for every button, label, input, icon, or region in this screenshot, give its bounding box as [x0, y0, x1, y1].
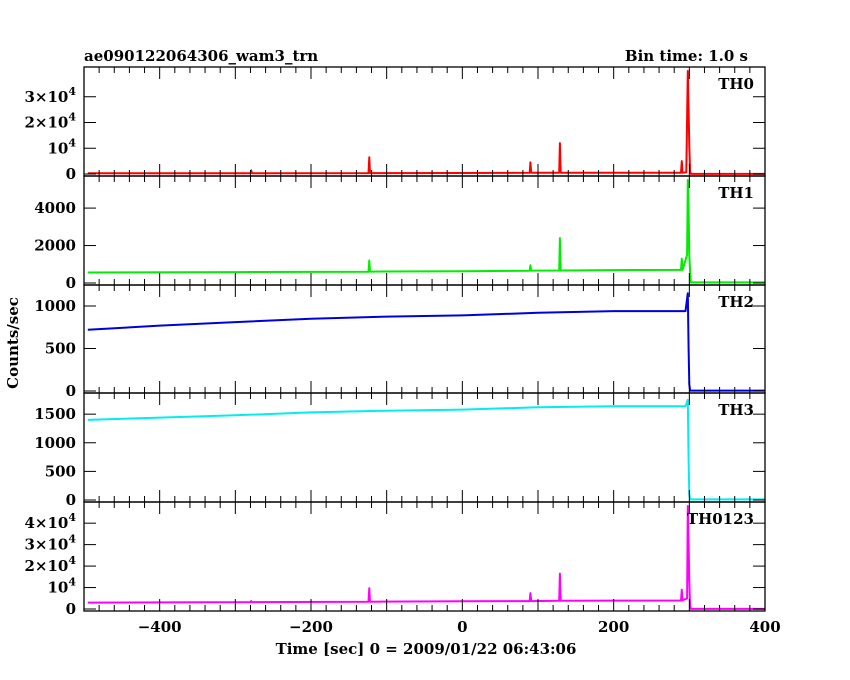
y-tick-label: 0 [66, 165, 76, 183]
panel-label: TH0123 [687, 510, 754, 528]
panel-th2: 0 500 1000 TH2 [34, 284, 766, 400]
x-tick-label: 0 [457, 618, 467, 636]
x-tick-label: 200 [598, 618, 629, 636]
y-tick-label: 2×104 [24, 111, 76, 132]
y-tick-label-exponent: 4 [68, 533, 76, 546]
series-line-th2 [87, 292, 765, 392]
y-tick-label: 3×104 [24, 85, 76, 106]
y-tick-label: 1000 [34, 297, 76, 315]
series-line-th1 [87, 179, 765, 284]
panel-label: TH2 [718, 293, 754, 311]
series-line-th3 [87, 398, 765, 501]
y-tick-label-exponent: 4 [68, 554, 76, 567]
y-tick-label-exponent: 4 [68, 136, 76, 149]
y-tick-label: 2×104 [24, 554, 76, 575]
y-tick-label: 500 [45, 462, 76, 480]
panel-frame [83, 175, 766, 286]
panel-label: TH1 [718, 184, 754, 202]
x-tick-label: 400 [749, 618, 780, 636]
x-tick-label: −200 [289, 618, 333, 636]
y-tick-label: 1000 [34, 434, 76, 452]
panel-frame [83, 501, 766, 612]
series-line-th0123 [87, 505, 765, 610]
panel-frame [83, 66, 766, 177]
y-tick-label: 0 [66, 600, 76, 618]
y-tick-label: 1500 [34, 405, 76, 423]
y-tick-label: 4×104 [24, 511, 76, 532]
y-tick-label: 500 [45, 340, 76, 358]
y-tick-label: 2000 [34, 237, 76, 255]
x-axis-label: Time [sec] 0 = 2009/01/22 06:43:06 [276, 640, 577, 658]
y-tick-label-exponent: 4 [68, 511, 76, 524]
panel-th3: 0 500 1000 1500 TH3 [34, 392, 766, 509]
series-line-th0 [87, 70, 765, 175]
x-tick-label: −400 [138, 618, 182, 636]
y-tick-label: 104 [47, 576, 76, 597]
panel-th0: 0 104 2×104 3×104 TH0 [24, 66, 766, 183]
y-tick-label: 4000 [34, 199, 76, 217]
y-tick-label-exponent: 4 [68, 85, 76, 98]
y-tick-label: 104 [47, 136, 76, 157]
chart-title: ae090122064306_wam3_trn [84, 47, 318, 65]
bin-time-label: Bin time: 1.0 s [625, 47, 748, 65]
y-tick-label: 3×104 [24, 533, 76, 554]
panel-th1: 0 2000 4000 TH1 [34, 175, 766, 292]
y-tick-label: 0 [66, 491, 76, 509]
y-tick-label-exponent: 4 [68, 111, 76, 124]
y-tick-label: 0 [66, 274, 76, 292]
panel-label: TH0 [718, 75, 754, 93]
panel-frame [83, 284, 766, 394]
y-axis-label: Counts/sec [4, 297, 22, 389]
y-tick-label: 0 [66, 382, 76, 400]
panel-label: TH3 [718, 401, 754, 419]
y-tick-label-exponent: 4 [68, 576, 76, 589]
